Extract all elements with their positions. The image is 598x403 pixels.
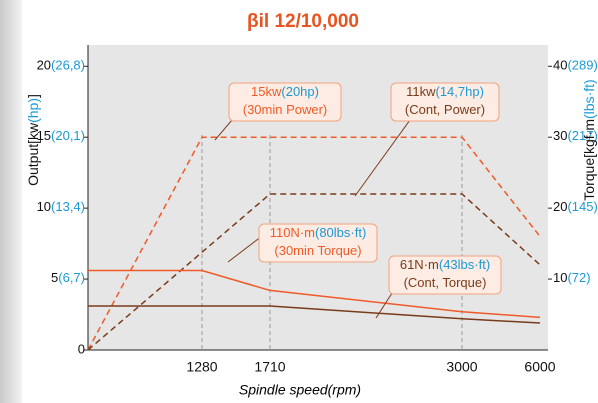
annotation-text: 11kw(14,7hp) (406, 84, 484, 99)
annotation-box (228, 82, 342, 122)
annotation-text: 110N·m(80lbs·ft) (270, 225, 367, 240)
annotation-text: 15kw(20hp) (251, 84, 319, 99)
annotation-text: 61N·m(43lbs·ft) (400, 257, 490, 272)
y-axis-title-part: Output[kw (25, 122, 41, 186)
annotation-part: (Cont, Torque) (404, 275, 487, 290)
x-tick-label: 1710 (254, 359, 285, 375)
annotation-part: (43lbs·ft) (439, 257, 490, 272)
y-axis-title: Output[kw(hp)] (25, 94, 41, 186)
y2-tick-label: 10(72) (553, 271, 591, 286)
y-tick-label: 10(13,4) (37, 200, 85, 215)
annotation-text: (Cont, Torque) (404, 275, 487, 290)
annotation-text: (30min Torque) (274, 243, 361, 258)
y-axis-title-part: ] (25, 94, 41, 98)
annotation-part: (30min Power) (243, 102, 328, 117)
y2-tick-secondary: (217) (567, 129, 597, 144)
y-tick-label: 15(20,1) (37, 129, 85, 144)
y-tick-label: 5(6,7) (51, 271, 85, 286)
annotation-box (258, 223, 378, 263)
leader-line (354, 119, 411, 197)
series-line (87, 136, 541, 351)
annotation-part: (14,7hp) (435, 84, 483, 99)
annotation-box (390, 82, 500, 122)
annotation-part: 110N·m (270, 225, 315, 240)
y-tick-secondary: (6,7) (58, 271, 85, 286)
y-axis-title-part: (hp) (25, 98, 41, 123)
y2-tick-secondary: (289) (567, 58, 597, 73)
y-tick-value: 15 (37, 129, 51, 144)
annotation-box (388, 255, 502, 295)
leader-line (214, 119, 233, 141)
y2-tick-value: 20 (553, 200, 567, 215)
annotation-text: (30min Power) (243, 102, 328, 117)
y-tick-value: 10 (37, 200, 51, 215)
series-line (87, 193, 541, 351)
annotation-part: 15kw (251, 84, 282, 99)
annotation-part: (20hp) (281, 84, 319, 99)
y-tick-value: 20 (37, 58, 51, 73)
y2-tick-value: 40 (553, 58, 567, 73)
y2-tick-label: 40(289) (553, 58, 598, 73)
annotation-part: 11kw (406, 84, 436, 99)
x-tick-label: 6000 (524, 359, 555, 375)
y-tick-label: 20(26,8) (37, 58, 85, 73)
y2-axis-title-part: Torque[kgf·m (581, 119, 597, 201)
y2-axis-title-part: (lbs·ft) (581, 79, 597, 119)
y2-tick-secondary: (72) (567, 271, 590, 286)
y-tick-secondary: (20,1) (51, 129, 85, 144)
y2-tick-value: 10 (553, 271, 567, 286)
y-tick-value: 5 (51, 271, 58, 286)
x-tick-label: 1280 (186, 359, 217, 375)
y-tick-secondary: (13,4) (51, 200, 85, 215)
y2-axis-title: Torque[kgf·m(lbs·ft) (581, 79, 597, 200)
series-line (88, 269, 541, 319)
annotation-part: (80lbs·ft) (315, 225, 366, 240)
x-tick-label: 3000 (446, 359, 477, 375)
y2-tick-label: 20(145) (553, 200, 598, 215)
y-tick-secondary: (26,8) (51, 58, 85, 73)
y-tick-label: 0 (78, 341, 85, 356)
series-line (88, 305, 541, 324)
annotation-text: (Cont, Power) (405, 102, 485, 117)
leader-line (375, 289, 395, 319)
chart-title: βil 12/10,000 (247, 11, 359, 32)
x-axis-title: Spindle speed(rpm) (239, 382, 361, 398)
annotation-part: (30min Torque) (274, 243, 361, 258)
y2-tick-secondary: (145) (567, 200, 597, 215)
leader-line (227, 235, 263, 263)
y2-tick-value: 30 (553, 129, 567, 144)
annotation-part: (Cont, Power) (405, 102, 485, 117)
side-band (0, 0, 22, 403)
annotation-part: 61N·m (400, 257, 439, 272)
y2-tick-label: 30(217) (553, 129, 598, 144)
